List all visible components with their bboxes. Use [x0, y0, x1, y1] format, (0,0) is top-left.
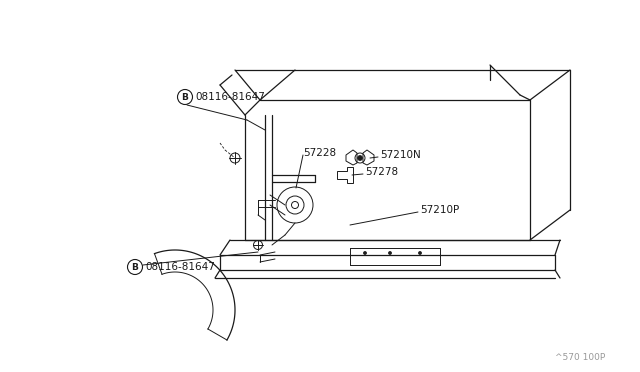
- Text: 57278: 57278: [365, 167, 398, 177]
- Text: 57210N: 57210N: [380, 150, 420, 160]
- Circle shape: [364, 252, 366, 254]
- Text: 08116-81647: 08116-81647: [195, 92, 265, 102]
- Circle shape: [358, 155, 362, 160]
- Circle shape: [419, 252, 421, 254]
- Text: 57228: 57228: [303, 148, 336, 158]
- Text: 57210P: 57210P: [420, 205, 460, 215]
- Text: 08116-81647: 08116-81647: [145, 262, 215, 272]
- Circle shape: [388, 252, 391, 254]
- Text: B: B: [132, 263, 138, 272]
- Text: ^570 100P: ^570 100P: [555, 353, 605, 362]
- Text: B: B: [182, 93, 188, 102]
